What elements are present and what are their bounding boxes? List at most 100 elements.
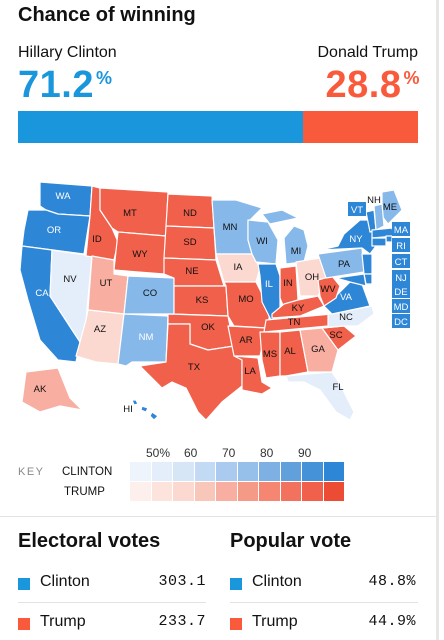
label-NM: NM [139, 332, 154, 343]
label-NE: NE [185, 266, 198, 277]
key-swatch [280, 462, 302, 481]
label-NH: NH [367, 195, 381, 206]
key-clinton-label: CLINTON [62, 466, 113, 478]
label-NJ: NJ [395, 273, 407, 284]
label-MO: MO [238, 294, 253, 305]
state-HI[interactable] [131, 399, 159, 421]
popular-clinton-label: Clinton [252, 573, 302, 590]
state-NC[interactable] [321, 305, 375, 329]
state-MI[interactable] [261, 209, 309, 265]
label-MN: MN [223, 222, 238, 233]
label-WA: WA [56, 191, 72, 202]
section-divider [0, 516, 436, 517]
key-swatch [259, 482, 281, 501]
state-NJ[interactable] [361, 253, 373, 275]
callout-RI[interactable] [392, 238, 410, 252]
key-swatch [323, 462, 344, 481]
state-LA[interactable] [233, 355, 273, 395]
label-MD: MD [394, 302, 409, 313]
label-VT: VT [351, 205, 363, 216]
clinton-chance-value: 71.2 [18, 64, 94, 106]
state-TX[interactable] [139, 323, 243, 421]
label-AK: AK [34, 384, 47, 395]
label-ME: ME [383, 202, 397, 213]
percent-symbol: % [95, 68, 113, 88]
key-tick: 80 [260, 446, 274, 460]
key-swatch [216, 482, 238, 501]
key-tick: 70 [222, 446, 236, 460]
row-divider [18, 602, 206, 603]
key-swatch [302, 462, 324, 481]
key-swatch [259, 462, 281, 481]
label-MI: MI [291, 246, 302, 257]
label-MT: MT [123, 208, 137, 219]
state-MS[interactable] [259, 331, 281, 379]
state-RI[interactable] [385, 235, 393, 243]
electoral-trump-value: 233.7 [158, 613, 206, 630]
label-NV: NV [63, 274, 77, 285]
label-HI: HI [123, 404, 133, 415]
electoral-clinton-label: Clinton [40, 573, 90, 590]
popular-vote-title: Popular vote [230, 530, 352, 552]
clinton-swatch [18, 578, 30, 590]
state-NH[interactable] [373, 203, 385, 231]
state-FL[interactable] [285, 371, 355, 421]
key-swatch [323, 482, 344, 501]
key-tick: 60 [184, 446, 198, 460]
state-NY[interactable] [319, 219, 377, 255]
state-AR[interactable] [227, 325, 267, 357]
label-AZ: AZ [94, 324, 106, 335]
label-UT: UT [100, 278, 113, 289]
label-DE: DE [394, 287, 407, 298]
label-WV: WV [320, 284, 336, 295]
chance-bar [18, 111, 418, 143]
key-swatch [237, 482, 259, 501]
label-IN: IN [283, 278, 293, 289]
state-AK[interactable] [21, 367, 83, 413]
state-GA[interactable] [299, 327, 339, 373]
state-CT[interactable] [371, 237, 387, 247]
label-KS: KS [196, 295, 209, 306]
clinton-swatch [230, 578, 242, 590]
electoral-trump-label: Trump [40, 613, 86, 630]
state-IA[interactable] [215, 253, 261, 283]
callout-MD[interactable] [392, 299, 410, 313]
key-clinton-scale [130, 462, 344, 481]
key-swatch [302, 482, 324, 501]
callout-VT[interactable] [348, 202, 366, 216]
label-IL: IL [265, 279, 273, 290]
key-swatch [173, 482, 195, 501]
callout-DC[interactable] [392, 314, 410, 328]
state-OR[interactable] [21, 209, 91, 255]
key-label: KEY [18, 466, 45, 478]
label-FL: FL [332, 382, 343, 393]
state-WI[interactable] [247, 219, 279, 265]
popular-trump-value: 44.9% [368, 613, 416, 630]
key-swatch [216, 462, 238, 481]
key-tick: 50% [146, 446, 171, 460]
key-swatch [151, 462, 173, 481]
state-AL[interactable] [279, 329, 309, 377]
label-CA: CA [35, 288, 49, 299]
label-VA: VA [340, 292, 353, 303]
callout-DE[interactable] [392, 284, 410, 298]
label-SD: SD [183, 237, 196, 248]
callout-CT[interactable] [392, 254, 410, 268]
key-trump-scale [130, 482, 344, 501]
callout-NJ[interactable] [392, 270, 410, 284]
state-KY[interactable] [271, 295, 325, 319]
label-AR: AR [239, 335, 252, 346]
label-TN: TN [288, 317, 301, 328]
label-TX: TX [188, 362, 201, 373]
label-ND: ND [183, 208, 197, 219]
callout-MA[interactable] [392, 222, 410, 236]
label-CO: CO [143, 288, 157, 299]
clinton-chance: 71.2% [18, 64, 112, 107]
state-MD[interactable] [335, 273, 367, 287]
electoral-votes-title: Electoral votes [18, 530, 161, 552]
popular-clinton-value: 48.8% [368, 573, 416, 590]
key-swatch [237, 462, 259, 481]
key-swatch [173, 462, 195, 481]
label-PA: PA [338, 259, 351, 270]
percent-symbol: % [403, 68, 420, 88]
